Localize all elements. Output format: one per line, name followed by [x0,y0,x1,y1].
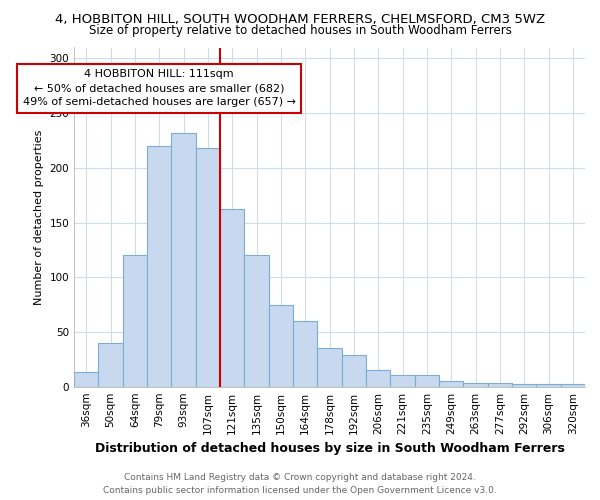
Bar [536,384,560,386]
Text: Size of property relative to detached houses in South Woodham Ferrers: Size of property relative to detached ho… [89,24,511,37]
Bar [512,384,536,386]
Bar [172,133,196,386]
Y-axis label: Number of detached properties: Number of detached properties [34,130,44,305]
Bar [317,348,341,387]
Bar [439,381,463,386]
Bar [391,374,415,386]
X-axis label: Distribution of detached houses by size in South Woodham Ferrers: Distribution of detached houses by size … [95,442,565,455]
Bar [98,343,122,386]
Bar [488,384,512,386]
Text: Contains HM Land Registry data © Crown copyright and database right 2024.
Contai: Contains HM Land Registry data © Crown c… [103,474,497,495]
Bar [196,148,220,386]
Bar [220,210,244,386]
Bar [366,370,391,386]
Text: 4 HOBBITON HILL: 111sqm
← 50% of detached houses are smaller (682)
49% of semi-d: 4 HOBBITON HILL: 111sqm ← 50% of detache… [23,70,296,108]
Text: 4, HOBBITON HILL, SOUTH WOODHAM FERRERS, CHELMSFORD, CM3 5WZ: 4, HOBBITON HILL, SOUTH WOODHAM FERRERS,… [55,12,545,26]
Bar [147,146,172,386]
Bar [74,372,98,386]
Bar [293,321,317,386]
Bar [269,304,293,386]
Bar [415,374,439,386]
Bar [560,384,585,386]
Bar [463,384,488,386]
Bar [341,355,366,386]
Bar [244,256,269,386]
Bar [122,256,147,386]
